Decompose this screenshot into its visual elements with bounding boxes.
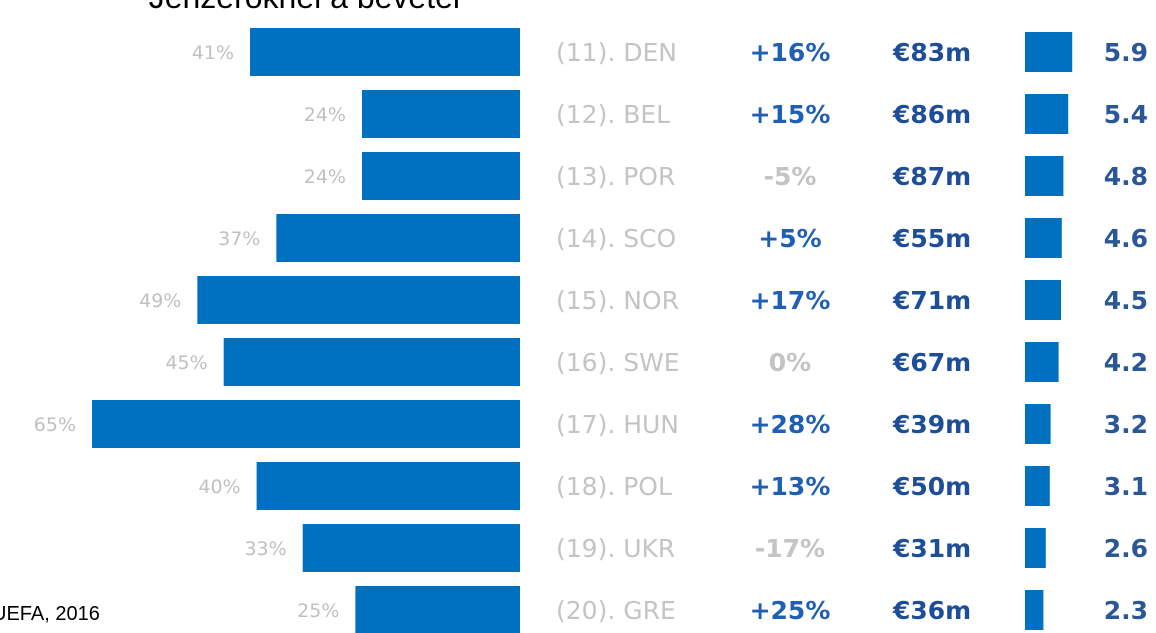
share-bar: [223, 338, 520, 386]
index-label: 2.3: [1104, 596, 1148, 625]
revenue-label: €67m: [892, 348, 971, 377]
share-bar: [276, 214, 520, 262]
share-bar: [361, 152, 520, 200]
growth-label: +17%: [750, 286, 831, 315]
chart-title: Jenzeróknél a bevétel: [149, 0, 460, 15]
growth-label: +15%: [750, 100, 831, 129]
country-label: (15). NOR: [556, 286, 679, 315]
share-label: 49%: [139, 290, 181, 312]
index-bar: [1025, 466, 1050, 506]
index-label: 4.2: [1104, 348, 1148, 377]
index-bar: [1025, 404, 1051, 444]
index-label: 3.1: [1104, 472, 1148, 501]
growth-label: +28%: [750, 410, 831, 439]
index-label: 2.6: [1104, 534, 1148, 563]
country-label: (16). SWE: [556, 348, 680, 377]
growth-label: +13%: [750, 472, 831, 501]
share-bar: [302, 524, 520, 572]
country-label: (17). HUN: [556, 410, 679, 439]
country-label: (14). SCO: [556, 224, 676, 253]
revenue-label: €86m: [892, 100, 971, 129]
index-label: 5.9: [1104, 38, 1148, 67]
country-label: (13). POR: [556, 162, 675, 191]
country-label: (12). BEL: [556, 100, 670, 129]
revenue-label: €55m: [892, 224, 971, 253]
revenue-label: €50m: [892, 472, 971, 501]
share-bar: [92, 400, 520, 448]
index-bar: [1025, 342, 1059, 382]
index-bar: [1025, 218, 1062, 258]
index-label: 3.2: [1104, 410, 1148, 439]
index-label: 4.6: [1104, 224, 1148, 253]
share-bar: [355, 586, 520, 633]
growth-label: -17%: [755, 534, 825, 563]
share-label: 41%: [192, 42, 234, 64]
index-label: 4.8: [1104, 162, 1148, 191]
share-bar: [197, 276, 520, 324]
growth-label: 0%: [769, 348, 811, 377]
country-label: (20). GRE: [556, 596, 676, 625]
index-bar: [1025, 156, 1064, 196]
share-bar: [361, 90, 520, 138]
share-bar: [256, 462, 520, 510]
country-label: (19). UKR: [556, 534, 675, 563]
share-label: 24%: [304, 166, 346, 188]
revenue-label: €39m: [892, 410, 971, 439]
country-label: (18). POL: [556, 472, 672, 501]
index-bar: [1025, 590, 1044, 630]
growth-label: +5%: [758, 224, 821, 253]
source: UEFA, 2016: [0, 603, 100, 625]
index-label: 5.4: [1104, 100, 1148, 129]
growth-label: +16%: [750, 38, 831, 67]
index-bar: [1025, 528, 1046, 568]
index-bar: [1025, 32, 1073, 72]
share-label: 33%: [244, 538, 286, 560]
share-label: 65%: [34, 414, 76, 436]
revenue-label: €71m: [892, 286, 971, 315]
revenue-label: €83m: [892, 38, 971, 67]
share-label: 45%: [165, 352, 207, 374]
index-bar: [1025, 94, 1069, 134]
revenue-label: €31m: [892, 534, 971, 563]
share-label: 37%: [218, 228, 260, 250]
growth-label: -5%: [764, 162, 817, 191]
share-label: 24%: [304, 104, 346, 126]
share-label: 40%: [198, 476, 240, 498]
index-label: 4.5: [1104, 286, 1148, 315]
growth-label: +25%: [750, 596, 831, 625]
revenue-label: €87m: [892, 162, 971, 191]
share-label: 25%: [297, 600, 339, 622]
index-bar: [1025, 280, 1061, 320]
country-label: (11). DEN: [556, 38, 677, 67]
share-bar: [250, 28, 520, 76]
revenue-label: €36m: [892, 596, 971, 625]
